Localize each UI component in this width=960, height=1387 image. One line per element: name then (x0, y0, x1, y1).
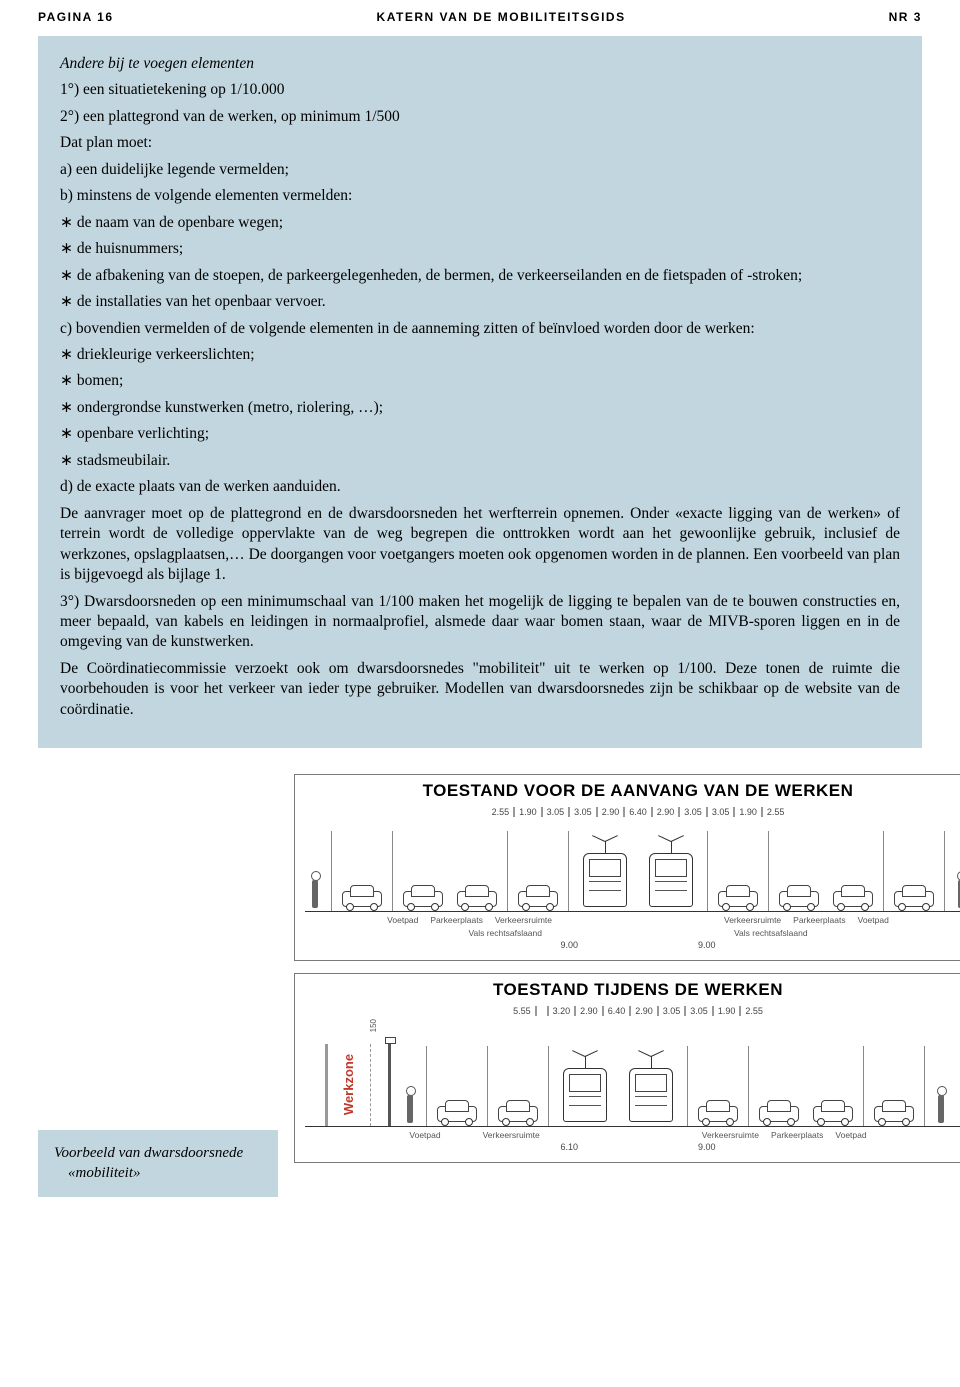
diagram2-title: TOESTAND TIJDENS DE WERKEN (305, 980, 960, 1000)
page-number: PAGINA 16 (38, 10, 114, 24)
diagram1-subdims: 9.00 9.00 (305, 940, 960, 950)
diagram1-labels: Voetpad Parkeerplaats Verkeersruimte Ver… (305, 915, 960, 925)
b-star-3: ∗ de installaties van het openbaar vervo… (60, 292, 900, 312)
diagram2-labels: Voetpad Verkeersruimte Verkeersruimte Pa… (305, 1130, 960, 1140)
para-1: De aanvrager moet op de plattegrond en d… (60, 504, 900, 586)
tram-icon (625, 1056, 677, 1126)
car-icon (342, 883, 382, 911)
sub-a: a) een duidelijke legende vermelden; (60, 160, 900, 180)
c-star-4: ∗ stadsmeubilair. (60, 451, 900, 471)
pole-icon (388, 1040, 391, 1126)
car-icon (779, 883, 819, 911)
b-star-0: ∗ de naam van de openbare wegen; (60, 213, 900, 233)
diagram2-scene: Werkzone (305, 1035, 960, 1127)
c-star-1: ∗ bomen; (60, 371, 900, 391)
tram-icon (559, 1056, 611, 1126)
diagram1-dims: 2.55 1.90 3.05 3.05 2.90 6.40 2.90 3.05 … (305, 807, 960, 817)
pedestrian-icon (403, 1086, 417, 1126)
car-icon (759, 1098, 799, 1126)
diagram1-title: TOESTAND VOOR DE AANVANG VAN DE WERKEN (305, 781, 960, 801)
car-icon (698, 1098, 738, 1126)
car-icon (403, 883, 443, 911)
b-star-2: ∗ de afbakening van de stoepen, de parke… (60, 266, 900, 286)
item-2: 2°) een plattegrond van de werken, op mi… (60, 107, 900, 127)
diagram2-height: 150 (369, 1019, 960, 1034)
car-icon (894, 883, 934, 911)
car-icon (833, 883, 873, 911)
diagram-before: TOESTAND VOOR DE AANVANG VAN DE WERKEN 2… (294, 774, 960, 961)
item-1: 1°) een situatietekening op 1/10.000 (60, 80, 900, 100)
intro-heading: Andere bij te voegen elementen (60, 54, 900, 74)
tram-icon (579, 841, 631, 911)
werkzone-icon: Werkzone (325, 1044, 371, 1126)
diagram1-sublabels: Vals rechtsafslaand Vals rechtsafslaand (305, 928, 960, 938)
diagram-caption: Voorbeeld van dwarsdoorsnede «mobiliteit… (38, 1130, 278, 1197)
diagram-area: TOESTAND VOOR DE AANVANG VAN DE WERKEN 2… (38, 774, 922, 1174)
sub-b: b) minstens de volgende elementen vermel… (60, 186, 900, 206)
header-issue: NR 3 (889, 10, 922, 24)
sub-d: d) de exacte plaats van de werken aandui… (60, 477, 900, 497)
car-icon (518, 883, 558, 911)
car-icon (457, 883, 497, 911)
sub-c: c) bovendien vermelden of de volgende el… (60, 319, 900, 339)
car-icon (498, 1098, 538, 1126)
car-icon (813, 1098, 853, 1126)
car-icon (437, 1098, 477, 1126)
c-star-2: ∗ ondergrondse kunstwerken (metro, riole… (60, 398, 900, 418)
pedestrian-icon (934, 1086, 948, 1126)
diagram1-scene (305, 820, 960, 912)
c-star-0: ∗ driekleurige verkeerslichten; (60, 345, 900, 365)
pedestrian-icon (308, 871, 322, 911)
header-center: KATERN VAN DE MOBILITEITSGIDS (377, 10, 626, 24)
diagram2-dims: 5.55 3.20 2.90 6.40 2.90 3.05 3.05 1.90 … (305, 1006, 960, 1016)
dat-plan: Dat plan moet: (60, 133, 900, 153)
car-icon (874, 1098, 914, 1126)
car-icon (718, 883, 758, 911)
para-2: 3°) Dwarsdoorsneden op een minimumschaal… (60, 592, 900, 653)
main-content-box: Andere bij te voegen elementen 1°) een s… (38, 36, 922, 748)
diagram2-subdims: 6.10 9.00 (305, 1142, 960, 1152)
c-star-3: ∗ openbare verlichting; (60, 424, 900, 444)
para-3: De Coördinatiecommissie verzoekt ook om … (60, 659, 900, 720)
pedestrian-icon (954, 871, 960, 911)
diagram-during: TOESTAND TIJDENS DE WERKEN 5.55 3.20 2.9… (294, 973, 960, 1162)
tram-icon (645, 841, 697, 911)
b-star-1: ∗ de huisnummers; (60, 239, 900, 259)
page-header: PAGINA 16 KATERN VAN DE MOBILITEITSGIDS … (0, 0, 960, 30)
